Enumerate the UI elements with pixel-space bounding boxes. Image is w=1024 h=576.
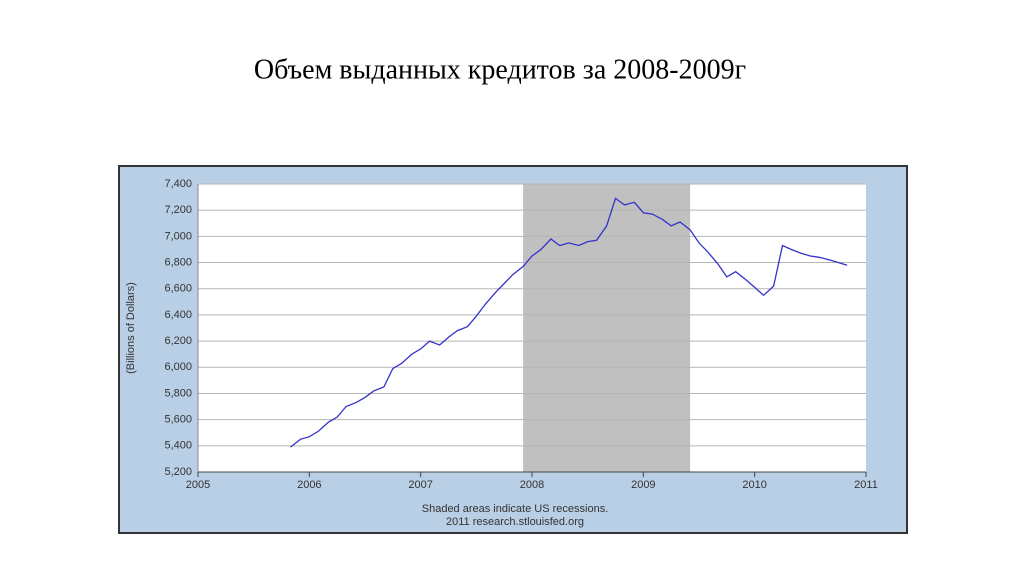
y-axis-label: (Billions of Dollars) <box>125 282 137 374</box>
recession-band <box>523 184 691 472</box>
y-tick-label: 5,800 <box>164 387 192 399</box>
y-tick-label: 5,600 <box>164 414 192 426</box>
x-tick-label: 2011 <box>854 479 878 491</box>
y-tick-label: 5,200 <box>164 466 192 478</box>
chart-title: Объем выданных кредитов за 2008-2009г <box>254 54 746 85</box>
y-tick-label: 7,000 <box>164 230 192 242</box>
data-line <box>290 197 848 448</box>
x-tick-label: 2009 <box>631 479 655 491</box>
x-tick-label: 2008 <box>520 479 544 491</box>
x-tick-label: 2006 <box>297 479 321 491</box>
y-tick-label: 6,000 <box>164 361 192 373</box>
note: 2011 research.stlouisfed.org <box>446 516 584 528</box>
x-tick-label: 2010 <box>742 479 766 491</box>
plot: 5,200 5,400 5,600 5,800 6,000 6,200 6,400 6,600… <box>164 178 877 491</box>
note: Shaded areas indicate US recessions. <box>422 503 609 515</box>
y-tick-label: 6,600 <box>164 283 192 295</box>
y-tick-label: 5,400 <box>164 440 192 452</box>
y-tick-label: 6,800 <box>164 256 192 268</box>
x-tick-label: 2007 <box>408 479 432 491</box>
y-tick-label: 7,400 <box>164 178 192 190</box>
y-tick-label: 6,200 <box>164 335 192 347</box>
y-tick-label: 7,200 <box>164 204 192 216</box>
x-tick-label: 2005 <box>186 479 210 491</box>
y-tick-label: 6,400 <box>164 309 192 321</box>
